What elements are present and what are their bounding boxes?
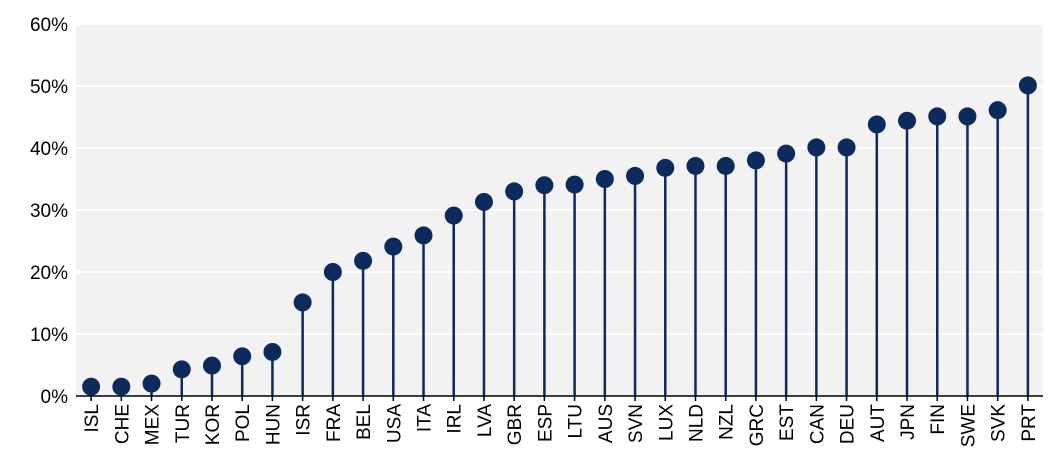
y-tick-label: 20% [30, 263, 68, 284]
marker-irl [444, 206, 463, 225]
category-label: BEL [354, 404, 375, 440]
marker-grc [746, 151, 765, 170]
category-label: EST [777, 404, 798, 441]
category-label: DEU [838, 404, 859, 444]
marker-esp [535, 176, 554, 195]
category-label: KOR [203, 404, 224, 445]
category-label: AUT [868, 404, 889, 442]
marker-aut [867, 115, 886, 134]
marker-swe [958, 107, 977, 126]
category-label: GRC [747, 404, 768, 446]
marker-lux [656, 158, 675, 177]
marker-ltu [565, 175, 584, 194]
category-label: HUN [263, 404, 284, 445]
marker-prt [1018, 76, 1037, 95]
category-label: LUX [656, 404, 677, 441]
marker-nzl [716, 156, 735, 175]
y-tick-label: 40% [30, 139, 68, 160]
category-label: IRL [445, 404, 466, 434]
category-label: POL [233, 404, 254, 442]
category-label: MEX [143, 404, 164, 446]
gridlines [76, 23, 1043, 335]
marker-mex [142, 374, 161, 393]
category-label: SWE [958, 404, 979, 447]
marker-nld [686, 156, 705, 175]
category-label: JPN [898, 404, 919, 440]
category-label: SVK [989, 404, 1010, 442]
marker-kor [202, 356, 221, 375]
marker-jpn [898, 111, 917, 130]
category-label: SVN [626, 404, 647, 443]
category-label: ITA [415, 404, 436, 432]
marker-tur [172, 360, 191, 379]
y-tick-label: 50% [30, 77, 68, 98]
category-label: ISR [294, 404, 315, 436]
marker-bel [354, 251, 373, 270]
x-axis: ISL CHE MEX TUR KOR POL HUN ISR FRA BEL USA ITA IRL L… [76, 395, 1043, 447]
category-label: LTU [566, 404, 587, 438]
y-tick-label: 0% [41, 387, 69, 408]
category-label: NLD [686, 404, 707, 442]
category-label: GBR [505, 404, 526, 445]
category-label: CAN [807, 404, 828, 444]
data-marks [82, 76, 1037, 396]
marker-isl [82, 377, 101, 396]
marker-usa [384, 237, 403, 256]
category-label: ISL [82, 404, 103, 433]
category-label: PRT [1019, 404, 1040, 442]
marker-gbr [505, 182, 524, 201]
marker-aus [595, 170, 614, 188]
category-label: CHE [112, 404, 133, 444]
marker-pol [233, 347, 252, 366]
y-tick-label: 30% [30, 201, 68, 222]
marker-isr [293, 293, 312, 312]
category-label: ESP [535, 404, 556, 442]
marker-hun [263, 342, 282, 361]
y-axis: 0% 10% 20% 30% 40% 50% 60% [30, 15, 68, 408]
marker-svn [626, 166, 645, 185]
y-tick-label: 60% [30, 15, 68, 36]
marker-fra [323, 263, 342, 281]
marker-lva [474, 192, 493, 211]
category-label: NZL [717, 404, 738, 440]
marker-deu [837, 138, 856, 157]
category-label: USA [384, 404, 405, 443]
category-label: LVA [475, 404, 496, 437]
category-label: AUS [596, 404, 617, 443]
marker-fin [928, 107, 947, 126]
category-label: FIN [928, 404, 949, 435]
marker-ita [414, 226, 433, 245]
marker-che [112, 377, 131, 396]
y-tick-label: 10% [30, 325, 68, 346]
marker-svk [988, 101, 1007, 120]
marker-can [807, 138, 826, 157]
category-label: FRA [324, 404, 345, 442]
category-label: TUR [173, 404, 194, 443]
marker-est [777, 144, 796, 163]
